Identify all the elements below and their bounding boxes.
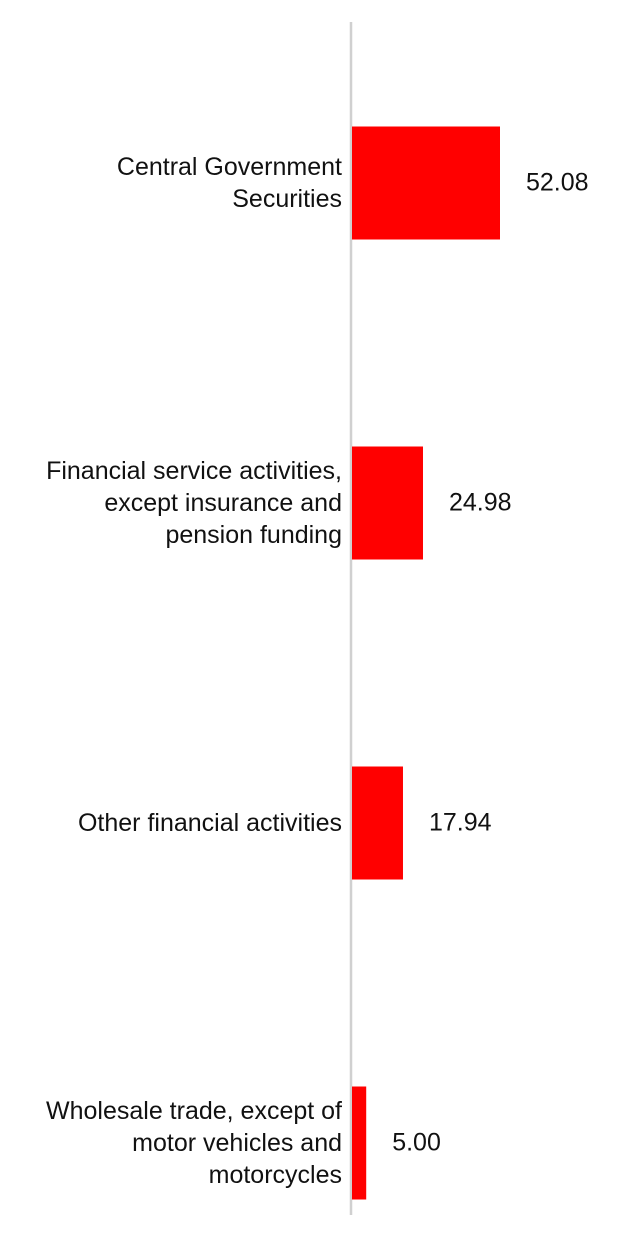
category-label: Other financial activities: [77, 809, 342, 837]
category-label: Wholesale trade, except of motor vehicle…: [46, 1097, 342, 1189]
value-label: 17.94: [428, 808, 492, 837]
category-label: Financial service activities, except ins…: [46, 457, 342, 549]
bar: [352, 1086, 367, 1200]
bar: [352, 446, 423, 560]
bar: [352, 126, 500, 240]
category-label: Central Government Securities: [116, 153, 342, 213]
value-label: 24.98: [448, 488, 512, 517]
value-label: 5.00: [392, 1128, 441, 1157]
value-label: 52.08: [526, 168, 589, 197]
bar: [352, 766, 403, 880]
